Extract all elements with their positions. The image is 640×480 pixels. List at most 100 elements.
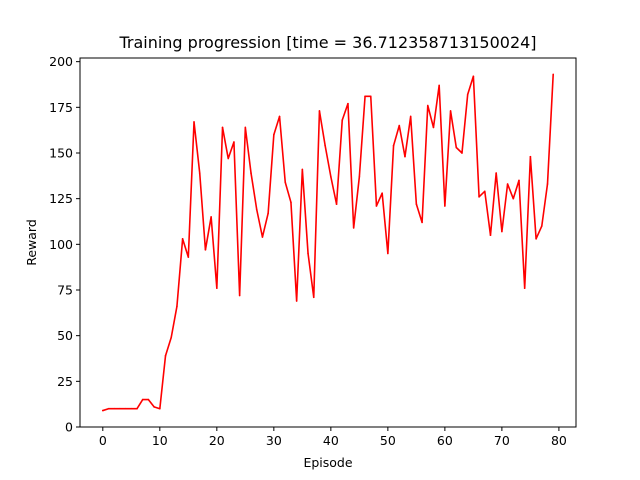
data-point bbox=[113, 407, 116, 410]
data-point bbox=[107, 407, 110, 410]
data-point bbox=[187, 256, 190, 258]
data-point bbox=[159, 407, 161, 410]
x-tick-label: 60 bbox=[437, 433, 453, 448]
data-point bbox=[130, 407, 133, 410]
data-point bbox=[255, 208, 258, 211]
x-tick-label: 80 bbox=[551, 433, 567, 448]
y-tick-label: 125 bbox=[49, 191, 73, 206]
data-point bbox=[472, 75, 475, 78]
data-point bbox=[421, 221, 423, 224]
data-point bbox=[546, 183, 549, 185]
data-point bbox=[364, 95, 366, 98]
data-point bbox=[409, 115, 412, 118]
data-point bbox=[518, 179, 520, 182]
data-point bbox=[204, 249, 207, 251]
data-point bbox=[244, 126, 247, 129]
data-point bbox=[227, 157, 230, 160]
y-tick-label: 50 bbox=[57, 328, 73, 343]
plot-area bbox=[102, 73, 555, 412]
data-point bbox=[483, 190, 486, 193]
data-point bbox=[170, 336, 173, 339]
data-point bbox=[198, 172, 201, 174]
data-point bbox=[501, 230, 503, 233]
data-point bbox=[102, 409, 104, 412]
data-point bbox=[381, 192, 383, 194]
data-point bbox=[449, 110, 452, 112]
data-point bbox=[461, 152, 463, 154]
data-point bbox=[404, 155, 406, 158]
series-line-reward bbox=[102, 73, 555, 412]
data-point bbox=[193, 121, 195, 123]
data-point bbox=[290, 201, 292, 204]
data-point bbox=[295, 300, 298, 302]
data-point bbox=[221, 126, 224, 129]
chart-title: Training progression [time = 36.71235871… bbox=[118, 33, 536, 52]
y-tick-label: 100 bbox=[49, 237, 73, 252]
x-tick-label: 30 bbox=[266, 433, 282, 448]
data-point bbox=[267, 212, 269, 215]
data-point bbox=[369, 95, 372, 98]
x-tick-label: 10 bbox=[152, 433, 168, 448]
x-tick-label: 0 bbox=[99, 433, 107, 448]
data-point bbox=[358, 175, 361, 178]
data-point bbox=[535, 238, 537, 240]
data-point bbox=[387, 252, 389, 255]
y-tick-label: 150 bbox=[49, 145, 73, 160]
data-point bbox=[233, 141, 235, 143]
y-tick-label: 200 bbox=[49, 54, 73, 69]
data-point bbox=[552, 73, 554, 76]
data-point bbox=[478, 196, 480, 198]
data-point bbox=[136, 407, 138, 410]
x-tick-label: 70 bbox=[494, 433, 510, 448]
data-point bbox=[540, 225, 543, 227]
data-point bbox=[250, 172, 252, 174]
data-point bbox=[278, 115, 281, 118]
data-point bbox=[164, 354, 167, 357]
data-point bbox=[284, 181, 287, 184]
data-point bbox=[124, 407, 127, 410]
data-point bbox=[176, 305, 178, 308]
data-point bbox=[301, 168, 304, 171]
x-axis-label: Episode bbox=[303, 455, 352, 470]
data-point bbox=[529, 155, 532, 158]
y-tick-label: 0 bbox=[65, 420, 73, 435]
data-point bbox=[335, 203, 338, 205]
data-point bbox=[238, 294, 241, 297]
x-axis: 0 10 20 30 40 50 60 70 80 bbox=[99, 427, 567, 448]
data-point bbox=[181, 238, 184, 240]
data-point bbox=[153, 406, 155, 408]
x-tick-label: 20 bbox=[209, 433, 225, 448]
x-tick-label: 50 bbox=[380, 433, 396, 448]
data-point bbox=[312, 296, 315, 299]
data-point bbox=[512, 197, 515, 200]
data-point bbox=[455, 146, 458, 149]
data-point bbox=[324, 144, 326, 147]
data-point bbox=[330, 175, 332, 178]
data-point bbox=[415, 203, 418, 205]
data-point bbox=[392, 144, 395, 147]
data-point bbox=[341, 119, 344, 121]
data-point bbox=[347, 102, 349, 105]
data-point bbox=[141, 398, 144, 401]
data-point bbox=[398, 124, 401, 127]
data-point bbox=[261, 236, 264, 238]
data-points bbox=[102, 73, 554, 412]
data-point bbox=[466, 93, 469, 96]
data-point bbox=[523, 287, 526, 289]
data-point bbox=[426, 104, 429, 107]
data-point bbox=[506, 183, 509, 185]
data-point bbox=[216, 287, 218, 289]
data-point bbox=[432, 126, 435, 129]
data-point bbox=[147, 398, 150, 401]
y-tick-label: 75 bbox=[57, 282, 73, 297]
data-point bbox=[375, 205, 378, 207]
y-axis-label: Reward bbox=[24, 219, 39, 266]
data-point bbox=[489, 234, 492, 236]
data-point bbox=[438, 84, 440, 87]
data-point bbox=[273, 133, 275, 136]
data-point bbox=[318, 110, 321, 112]
data-point bbox=[495, 172, 497, 174]
data-point bbox=[352, 227, 355, 229]
